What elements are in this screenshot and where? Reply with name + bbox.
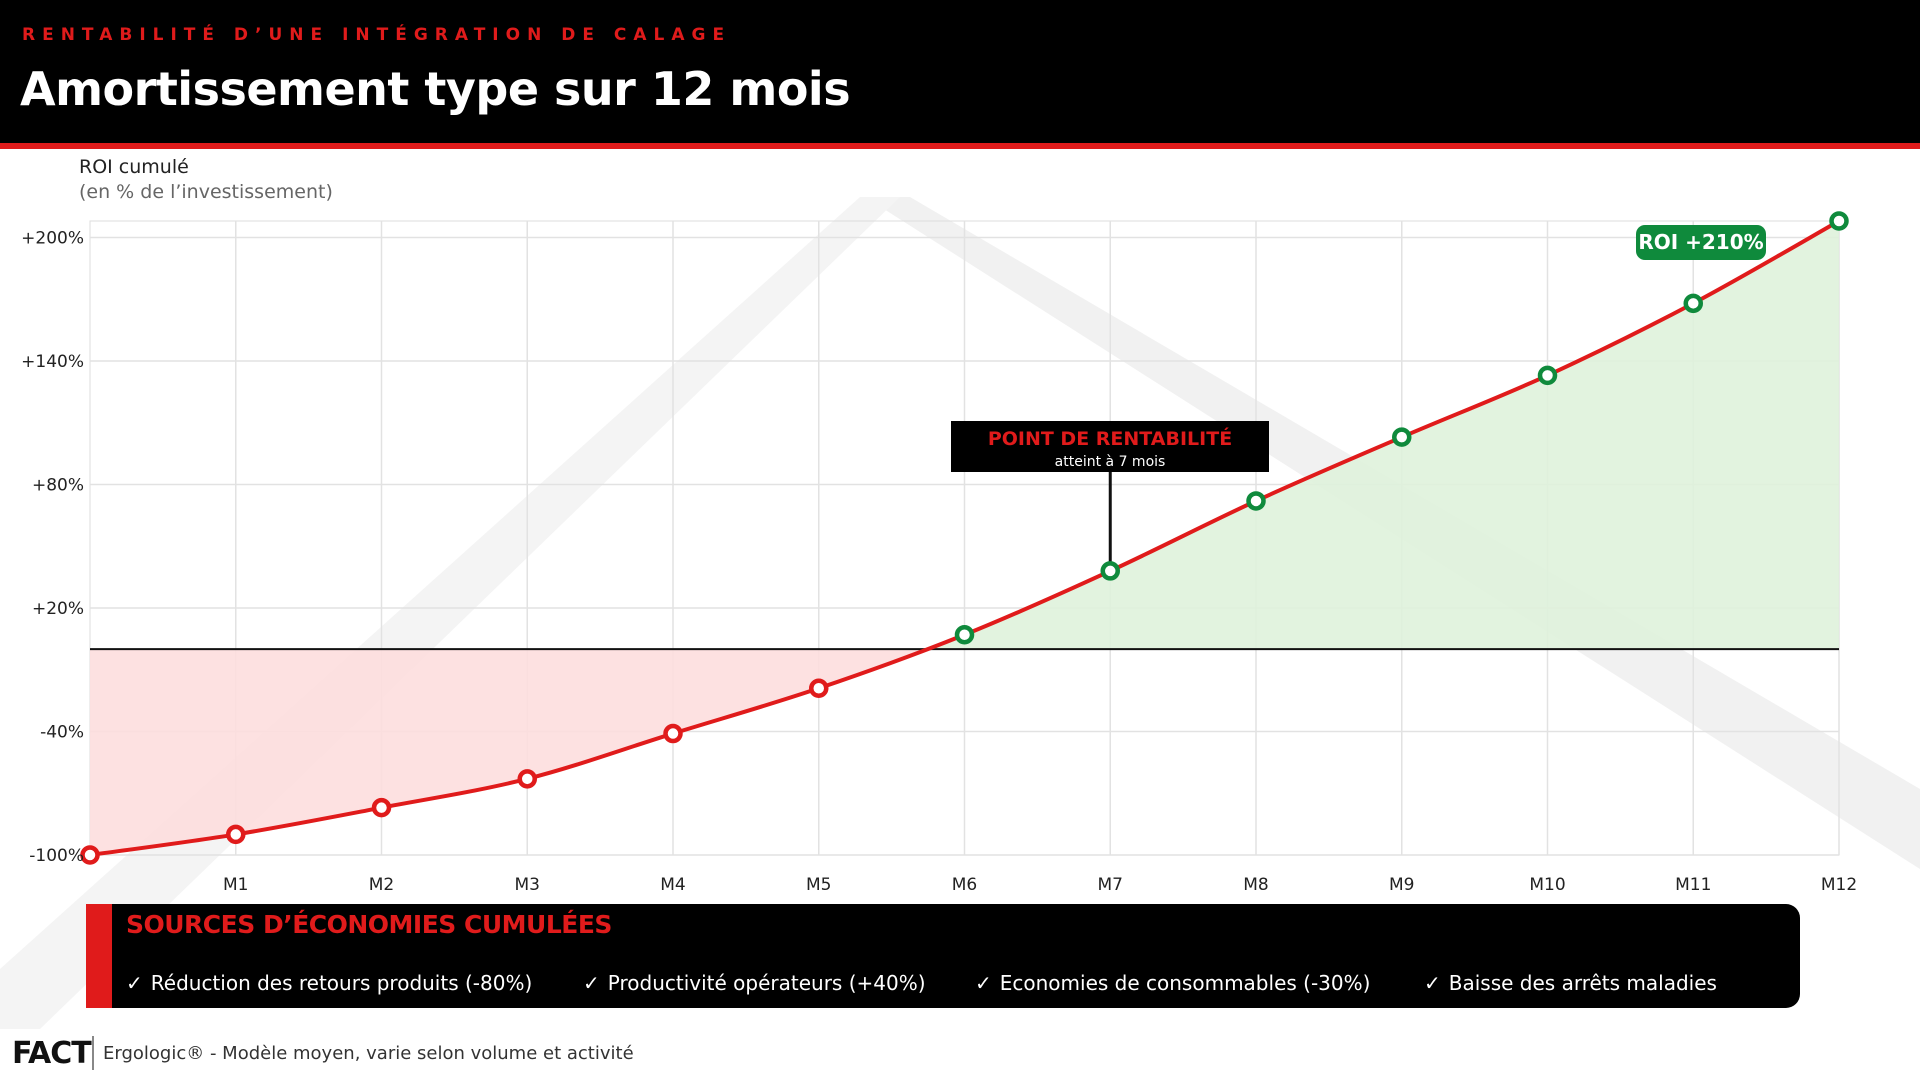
data-point [1100, 561, 1120, 581]
data-point [226, 824, 246, 845]
breakeven-subtitle: atteint à 7 mois [1055, 454, 1166, 470]
x-tick-label: M12 [1821, 875, 1857, 895]
x-tick-label: M3 [515, 875, 540, 895]
header-accent-stripe [0, 143, 1920, 149]
roi-badge-label: ROI +210% [1638, 230, 1763, 254]
data-point [1829, 211, 1849, 231]
header-bar: RENTABILITÉ D’UNE INTÉGRATION DE CALAGE … [0, 0, 1920, 143]
footer-divider [92, 1036, 94, 1070]
x-tick-label: M9 [1389, 875, 1414, 895]
header-kicker: RENTABILITÉ D’UNE INTÉGRATION DE CALAGE [22, 25, 732, 45]
sources-accent-bar [86, 904, 112, 1008]
sources-title: SOURCES D’ÉCONOMIES CUMULÉES [126, 910, 612, 939]
y-tick-label: -40% [40, 722, 84, 742]
y-tick-label: +20% [32, 599, 84, 619]
roi-badge [1636, 225, 1766, 260]
data-point [954, 624, 975, 645]
page-title: Amortissement type sur 12 mois [20, 62, 851, 116]
x-tick-label: M10 [1529, 875, 1565, 895]
check-icon: ✓ [1424, 971, 1441, 995]
y-tick-label: +140% [21, 352, 84, 372]
x-tick-label: M6 [952, 875, 977, 895]
loss-area [90, 649, 1839, 855]
source-item-label: Productivité opérateurs (+40%) [607, 971, 926, 995]
data-point [663, 723, 683, 744]
footer-note: Ergologic® - Modèle moyen, varie selon v… [103, 1043, 634, 1064]
data-point [1683, 293, 1703, 314]
data-point [80, 845, 100, 865]
data-point [1246, 491, 1266, 511]
roi-chart: -100% -40% +20% +80% +140% +200% M1 M2 M3 M4 M5 M6 M… [21, 211, 1857, 895]
source-item: ✓ Réduction des retours produits (-80%) [126, 971, 532, 995]
y-tick-label: +80% [32, 475, 84, 495]
source-item: ✓ Baisse des arrêts maladies [1424, 971, 1717, 995]
brand-logo: FACT [12, 1036, 92, 1071]
data-point [1537, 365, 1558, 386]
y-axis-subtitle: (en % de l’investissement) [79, 181, 333, 203]
source-item-label: Réduction des retours produits (-80%) [150, 971, 533, 995]
data-point [517, 769, 537, 789]
source-item: ✓ Economies de consommables (-30%) [975, 971, 1370, 995]
gain-area [927, 221, 1839, 650]
x-tick-label: M8 [1243, 875, 1268, 895]
y-axis-title: ROI cumulé [79, 156, 189, 178]
breakeven-title: POINT DE RENTABILITÉ [988, 427, 1232, 450]
x-tick-label: M7 [1098, 875, 1123, 895]
source-item-label: Baisse des arrêts maladies [1448, 971, 1717, 995]
x-tick-label: M11 [1675, 875, 1711, 895]
data-point [371, 797, 392, 818]
data-point [809, 678, 829, 699]
x-tick-label: M2 [369, 875, 394, 895]
check-icon: ✓ [126, 971, 143, 995]
y-tick-label: +200% [21, 228, 84, 248]
y-tick-label: -100% [29, 846, 84, 866]
source-item: ✓ Productivité opérateurs (+40%) [583, 971, 926, 995]
check-icon: ✓ [975, 971, 992, 995]
x-tick-label: M5 [806, 875, 831, 895]
breakeven-callout [951, 421, 1269, 472]
x-tick-label: M4 [660, 875, 685, 895]
data-point [1392, 427, 1412, 447]
check-icon: ✓ [583, 971, 600, 995]
x-tick-label: M1 [223, 875, 248, 895]
source-item-label: Economies de consommables (-30%) [999, 971, 1371, 995]
sources-panel: SOURCES D’ÉCONOMIES CUMULÉES ✓ Réduction … [86, 904, 1800, 1008]
